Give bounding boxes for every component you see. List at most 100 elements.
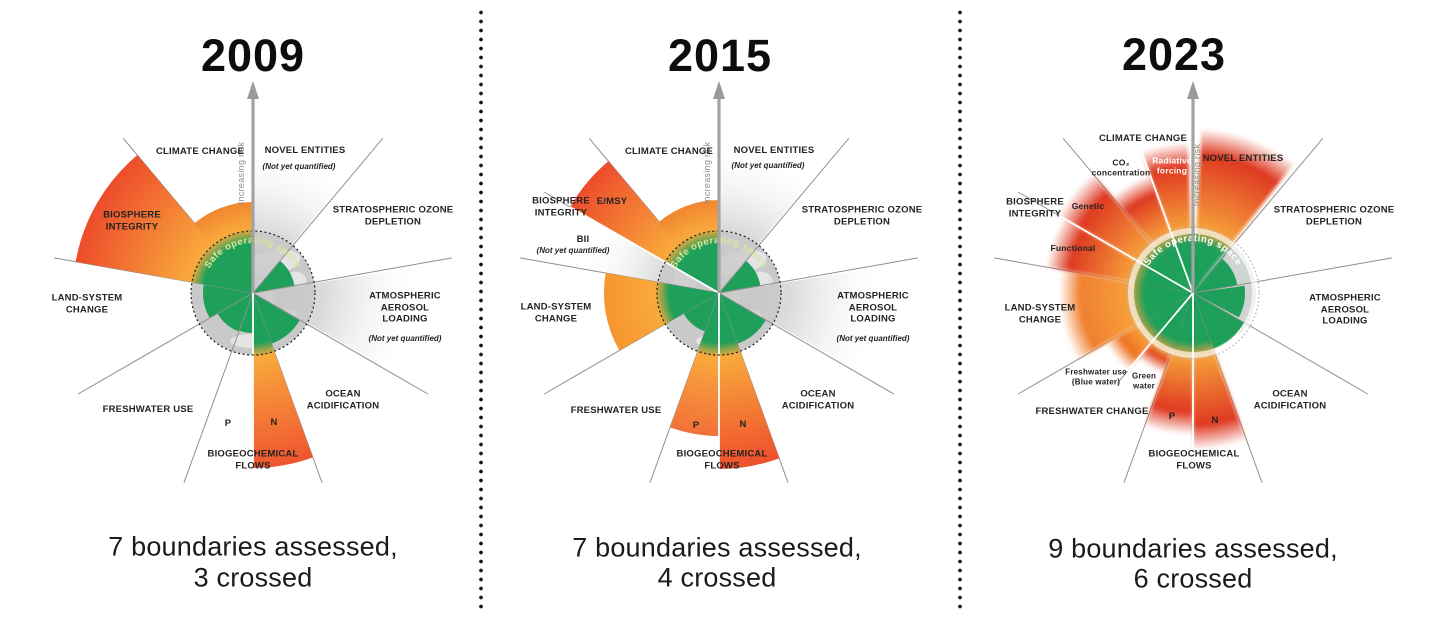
land-system-change-label: LAND-SYSTEM CHANGE	[521, 301, 592, 324]
atmospheric-aerosol-label: ATMOSPHERIC AEROSOL LOADING	[369, 291, 441, 326]
land-system-change-label-line: CHANGE	[65, 304, 109, 315]
sub-divider-line	[1140, 151, 1194, 294]
arrowhead-icon	[713, 81, 725, 99]
wedge-biosphere-integrity	[75, 155, 253, 293]
wedge-biogeochemical-flows-p	[1144, 293, 1193, 435]
novel-entities-note: (Not yet quantified)	[263, 162, 336, 172]
phosphorus-label-line: P	[1168, 411, 1176, 423]
wedge-land-system-change	[203, 284, 253, 318]
phosphorus-label-line: P	[692, 420, 700, 432]
sector-line	[1192, 257, 1392, 294]
sector-line	[252, 137, 384, 294]
sector-line	[1192, 292, 1369, 395]
sector-line	[77, 292, 254, 395]
blue-water-label-line: (Blue water)	[1071, 377, 1121, 386]
atmospheric-aerosol-label-line: AEROSOL	[380, 302, 430, 314]
functional-label-line: Functional	[1050, 242, 1096, 253]
novel-entities-note: (Not yet quantified)	[732, 161, 805, 171]
biosphere-integrity-label-line: BIOSPHERE	[1006, 196, 1064, 208]
wedge-biogeochemical-flows-n	[1193, 293, 1247, 450]
land-system-change-label-line: LAND-SYSTEM	[1004, 302, 1076, 314]
stratospheric-ozone-label-line: DEPLETION	[1305, 216, 1363, 227]
wedge-ocean-acidification	[719, 293, 766, 344]
caption-line-1-2023: 9 boundaries assessed,	[1048, 533, 1338, 564]
sector-line	[183, 292, 254, 483]
wedge-freshwater-use-blue-water	[1105, 293, 1193, 371]
green-water-label-line: water	[1133, 381, 1155, 390]
nitrogen-label: N	[270, 417, 277, 429]
stratospheric-ozone-label-line: STRATOSPHERIC OZONE	[801, 204, 923, 216]
wedge-atmospheric-aerosol-loading	[253, 268, 412, 370]
biogeochemical-flows-label-line: FLOWS	[704, 460, 740, 471]
climate-change-label: CLIMATE CHANGE	[625, 146, 713, 158]
caption-line-2-2009: 3 crossed	[193, 562, 313, 593]
atmospheric-aerosol-label-line: LOADING	[850, 313, 896, 325]
year-title-2009: 2009	[200, 30, 306, 81]
atmospheric-aerosol-note: (Not yet quantified)	[369, 334, 442, 344]
atmospheric-aerosol-label-line: ATMOSPHERIC	[1309, 292, 1381, 304]
atmospheric-aerosol-note-line: (Not yet quantified)	[368, 334, 442, 344]
nitrogen-label: N	[739, 419, 746, 431]
biosphere-integrity-label-line: INTEGRITY	[534, 207, 588, 218]
stratospheric-ozone-label-line: DEPLETION	[833, 216, 891, 227]
wedge-biogeochemical-flows-n	[253, 293, 313, 468]
climate-change-label-line: CLIMATE CHANGE	[624, 146, 714, 158]
co2-concentration-label: CO₂ concentration	[1092, 158, 1151, 179]
phosphorus-label: P	[225, 418, 232, 430]
stratospheric-ozone-label-line: DEPLETION	[364, 216, 422, 227]
panel-2009: 2009 Safe operating space Increasing risk C…	[0, 0, 480, 618]
biosphere-integrity-label-line: INTEGRITY	[105, 221, 159, 232]
freshwater-use-label-line: FRESHWATER USE	[570, 405, 662, 417]
sector-line	[718, 292, 789, 483]
wedge-land-system-change	[1058, 269, 1193, 360]
biosphere-integrity-label: BIOSPHERE INTEGRITY	[532, 195, 590, 218]
ocean-acidification-label-line: OCEAN	[325, 388, 361, 400]
novel-entities-label-line: NOVEL ENTITIES	[1202, 153, 1284, 165]
sector-line	[252, 292, 429, 395]
sector-line	[649, 292, 720, 483]
ocean-acidification-label: OCEAN ACIDIFICATION	[1254, 388, 1327, 411]
emsy-label-line: E/MSY	[596, 196, 628, 208]
panel-2023: 2023 Safe operating space Increasing risk C…	[961, 0, 1441, 618]
increasing-risk-label: Increasing risk	[702, 142, 712, 205]
phosphorus-label: P	[693, 420, 700, 432]
blue-water-label-line: Freshwater use	[1065, 367, 1127, 377]
increasing-risk-label: Increasing risk	[1192, 144, 1202, 207]
land-system-change-label-line: CHANGE	[534, 313, 578, 324]
bii-note-line: (Not yet quantified)	[536, 246, 610, 256]
caption-line-1-2015: 7 boundaries assessed,	[572, 532, 862, 563]
nitrogen-label-line: N	[1211, 415, 1219, 427]
wedge-stratospheric-ozone-depletion	[719, 260, 761, 293]
sector-line	[1192, 137, 1324, 294]
phosphorus-label-line: P	[224, 418, 232, 430]
wedge-land-system-change	[603, 273, 719, 351]
radiative-forcing-label-line: forcing	[1156, 166, 1188, 176]
stratospheric-ozone-label: STRATOSPHERIC OZONE DEPLETION	[802, 204, 923, 227]
radiative-forcing-label: Radiative forcing	[1152, 156, 1192, 177]
nitrogen-label-line: N	[270, 417, 278, 429]
freshwater-change-label: FRESHWATER CHANGE	[1035, 406, 1148, 418]
novel-entities-label-line: NOVEL ENTITIES	[264, 145, 346, 157]
ocean-acidification-label-line: OCEAN	[1272, 388, 1308, 400]
year-title-2023: 2023	[1121, 29, 1227, 80]
land-system-change-label: LAND-SYSTEM CHANGE	[52, 292, 123, 315]
biosphere-integrity-label-line: BIOSPHERE	[103, 209, 161, 221]
stratospheric-ozone-label-line: STRATOSPHERIC OZONE	[332, 204, 454, 216]
bii-note: (Not yet quantified)	[537, 246, 610, 256]
wedge-freshwater-use	[683, 293, 719, 332]
biogeochemical-flows-label-line: FLOWS	[1176, 460, 1212, 471]
atmospheric-aerosol-note-line: (Not yet quantified)	[836, 334, 910, 344]
panel-separator-1	[479, 8, 483, 610]
nitrogen-label: N	[1211, 415, 1218, 427]
climate-change-label: CLIMATE CHANGE	[156, 146, 244, 158]
biogeochemical-flows-label-line: BIOGEOCHEMICAL	[1148, 448, 1240, 460]
stratospheric-ozone-label: STRATOSPHERIC OZONE DEPLETION	[1274, 204, 1395, 227]
ocean-acidification-label-line: OCEAN	[800, 388, 836, 400]
caption-line-2-2023: 6 crossed	[1133, 563, 1253, 594]
land-system-change-label: LAND-SYSTEM CHANGE	[1005, 302, 1076, 325]
sub-divider-line	[1057, 214, 1194, 294]
biosphere-integrity-label-line: INTEGRITY	[1008, 208, 1062, 219]
atmospheric-aerosol-label-line: ATMOSPHERIC	[369, 290, 441, 302]
